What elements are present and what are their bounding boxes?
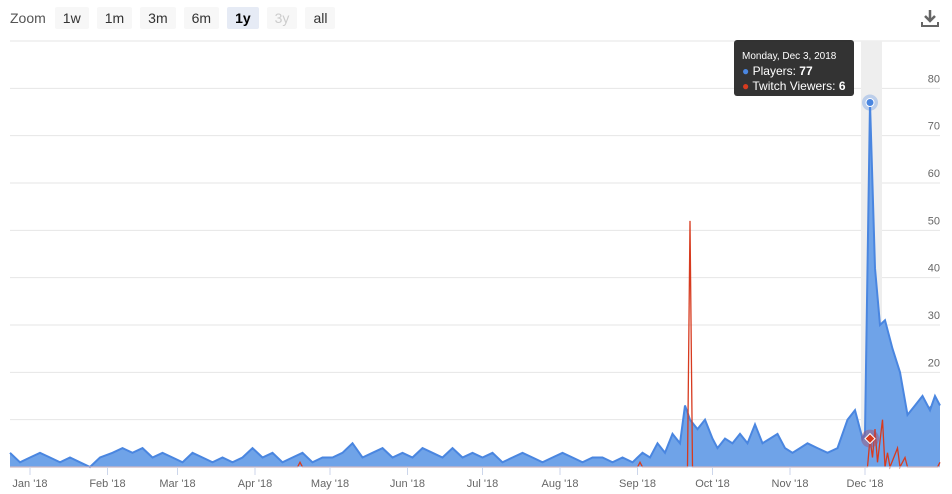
x-tick-label: Mar '18 bbox=[159, 478, 195, 490]
series-line-0 bbox=[9, 102, 941, 469]
tooltip-date: Monday, Dec 3, 2018 bbox=[742, 51, 837, 62]
highlight-band bbox=[861, 41, 882, 467]
zoom-button-6m[interactable]: 6m bbox=[183, 7, 220, 29]
x-tick-label: Aug '18 bbox=[542, 478, 579, 490]
x-tick-label: Sep '18 bbox=[619, 478, 656, 490]
y-tick-label: 40 bbox=[928, 263, 940, 275]
x-tick-label: Jul '18 bbox=[467, 478, 498, 490]
tooltip-players-label: Players: bbox=[752, 64, 800, 78]
zoom-button-all[interactable]: all bbox=[305, 7, 336, 29]
y-tick-label: 0 bbox=[934, 452, 940, 464]
zoom-controls: Zoom 1w 1m 3m 6m 1y 3y all bbox=[10, 7, 336, 29]
zoom-button-1m[interactable]: 1m bbox=[96, 7, 133, 29]
zoom-label: Zoom bbox=[10, 10, 46, 26]
zoom-button-1w[interactable]: 1w bbox=[54, 7, 89, 29]
y-tick-label: 30 bbox=[928, 310, 940, 322]
download-icon[interactable] bbox=[920, 8, 940, 28]
x-tick-label: Jan '18 bbox=[12, 478, 47, 490]
tooltip-twitch-label: Twitch Viewers: bbox=[752, 79, 839, 93]
x-tick-label: Feb '18 bbox=[89, 478, 125, 490]
y-tick-label: 60 bbox=[928, 168, 940, 180]
x-tick-label: Oct '18 bbox=[695, 478, 730, 490]
y-tick-label: 20 bbox=[928, 357, 940, 369]
players-hover-halo bbox=[862, 94, 878, 111]
players-hover-marker bbox=[865, 98, 875, 108]
y-tick-label: 10 bbox=[928, 405, 940, 417]
zoom-button-3y: 3y bbox=[266, 7, 298, 29]
x-tick-label: Jun '18 bbox=[390, 478, 425, 490]
x-tick-label: Apr '18 bbox=[238, 478, 273, 490]
y-tick-label: 70 bbox=[928, 121, 940, 133]
series-line-1 bbox=[10, 220, 941, 470]
zoom-button-1y[interactable]: 1y bbox=[227, 7, 259, 29]
series-area-0 bbox=[10, 102, 940, 467]
tooltip-twitch-value: 6 bbox=[838, 79, 846, 93]
twitch-hover-marker bbox=[864, 432, 876, 445]
x-tick-label: Dec '18 bbox=[847, 478, 884, 490]
y-tick-label: 80 bbox=[928, 73, 940, 85]
tooltip: Monday, Dec 3, 2018 ● Players: 77 ● Twit… bbox=[734, 40, 854, 96]
zoom-button-3m[interactable]: 3m bbox=[140, 7, 176, 29]
tooltip-players-value: 77 bbox=[799, 64, 813, 78]
x-tick-label: May '18 bbox=[311, 478, 349, 490]
twitch-hover-halo bbox=[861, 429, 879, 448]
x-tick-label: Nov '18 bbox=[772, 478, 809, 490]
y-tick-label: 50 bbox=[928, 215, 940, 227]
